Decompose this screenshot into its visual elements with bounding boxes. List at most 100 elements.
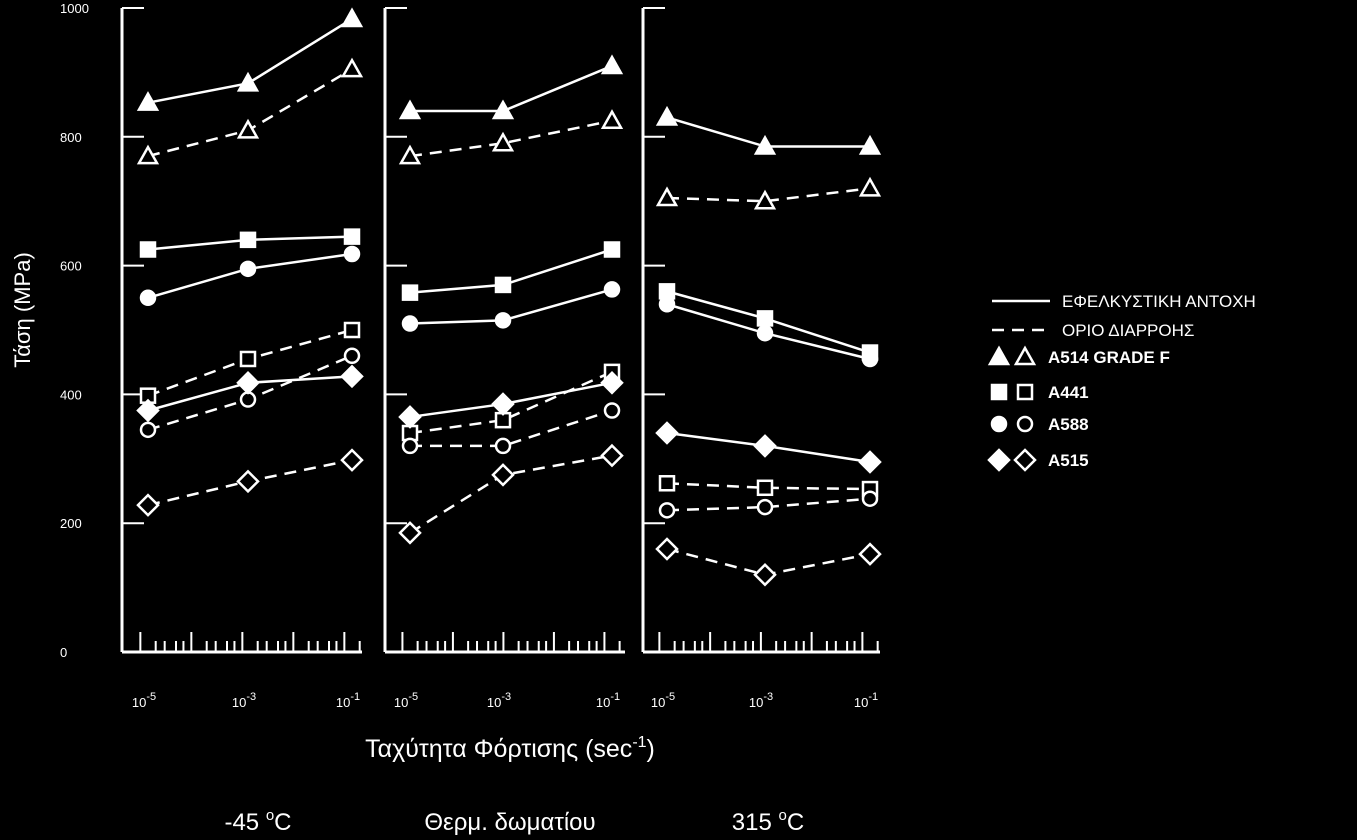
y-tick-label: 200 bbox=[60, 516, 82, 531]
legend-marker-filled bbox=[987, 345, 1011, 366]
y-axis-title: Τάση (MPa) bbox=[10, 252, 35, 368]
data-point bbox=[600, 371, 624, 395]
data-point bbox=[139, 241, 157, 258]
legend-marker-filled bbox=[990, 383, 1008, 401]
x-tick-label: 10-3 bbox=[749, 691, 773, 710]
series-a441-yield bbox=[658, 475, 879, 498]
data-point bbox=[600, 54, 624, 75]
data-point bbox=[753, 562, 777, 587]
legend-marker-filled bbox=[987, 448, 1011, 472]
data-point bbox=[861, 490, 879, 507]
panel-title: -45 oC bbox=[224, 807, 291, 836]
x-tick-label: 10-5 bbox=[394, 691, 418, 710]
data-point bbox=[139, 289, 157, 307]
series-a514-grade-f-yield bbox=[398, 109, 624, 165]
data-point bbox=[236, 118, 260, 139]
data-point bbox=[239, 391, 257, 408]
panel-1: 10-5 10-3 10-1 bbox=[120, 7, 364, 710]
y-tick-label: 600 bbox=[60, 259, 82, 274]
series-line bbox=[666, 482, 871, 491]
series-a515-tensile bbox=[655, 421, 882, 474]
data-point bbox=[398, 99, 422, 120]
chart-panels: 10-5 10-3 10-1 10-5 10-3 10-1 10-5 10-3 10-1 bbox=[120, 7, 882, 710]
data-point bbox=[491, 99, 515, 120]
series-a588-yield bbox=[139, 347, 361, 439]
legend-marker-open bbox=[1013, 448, 1037, 472]
data-point bbox=[858, 176, 882, 197]
data-point bbox=[858, 542, 882, 566]
legend-material-label: A514 GRADE F bbox=[1048, 348, 1170, 367]
series-a515-yield bbox=[655, 537, 882, 587]
series-a588-tensile bbox=[401, 281, 621, 332]
data-point bbox=[236, 71, 260, 92]
legend-item-a514-grade-f: A514 GRADE F bbox=[987, 345, 1170, 367]
data-point bbox=[139, 421, 157, 439]
x-axis-title: Ταχύτητα Φόρτισης (sec-1) bbox=[365, 734, 655, 763]
data-point bbox=[136, 493, 160, 517]
series-a515-tensile bbox=[398, 371, 624, 429]
data-point bbox=[756, 324, 774, 342]
legend-item-a588: A588 bbox=[990, 415, 1089, 434]
y-tick-label: 800 bbox=[60, 130, 82, 145]
panel-3: 10-5 10-3 10-1 bbox=[641, 7, 882, 710]
data-point bbox=[603, 281, 621, 298]
series-line bbox=[409, 454, 613, 534]
legend-material-label: A588 bbox=[1048, 415, 1089, 434]
legend-marker-open bbox=[1013, 345, 1037, 366]
data-point bbox=[494, 276, 512, 294]
x-tick-label: 10-3 bbox=[232, 691, 256, 710]
series-a588-yield bbox=[401, 402, 621, 455]
legend-marker-filled bbox=[990, 415, 1008, 433]
x-tick-label: 10-5 bbox=[132, 691, 156, 710]
series-line bbox=[409, 119, 613, 158]
series-a514-grade-f-tensile bbox=[136, 7, 364, 111]
data-point bbox=[658, 475, 676, 492]
data-point bbox=[655, 105, 679, 126]
data-point bbox=[401, 284, 419, 301]
data-point bbox=[398, 521, 422, 545]
data-point bbox=[600, 109, 624, 129]
panel-titles: -45 oC Θερμ. δωματίου 315 oC bbox=[224, 807, 804, 836]
data-point bbox=[603, 402, 621, 419]
legend-marker-open bbox=[1016, 383, 1034, 401]
data-point bbox=[756, 310, 774, 327]
legend-item-a441: A441 bbox=[990, 383, 1089, 402]
data-point bbox=[756, 479, 774, 497]
data-point bbox=[239, 231, 257, 249]
data-point bbox=[858, 450, 882, 474]
series-a441-tensile bbox=[401, 241, 621, 301]
series-a441-tensile bbox=[139, 228, 361, 258]
data-point bbox=[340, 7, 364, 28]
series-line bbox=[666, 497, 871, 512]
data-point bbox=[236, 371, 260, 395]
data-point bbox=[491, 131, 515, 152]
data-point bbox=[343, 228, 361, 245]
data-point bbox=[136, 91, 160, 111]
data-point bbox=[753, 434, 777, 458]
y-tick-label: 0 bbox=[60, 645, 67, 660]
series-line bbox=[409, 381, 613, 419]
data-point bbox=[239, 260, 257, 278]
legend-item-a515: A515 bbox=[987, 448, 1089, 472]
y-tick-label: 1000 bbox=[60, 1, 89, 16]
series-a588-tensile bbox=[139, 245, 361, 307]
data-point bbox=[401, 437, 419, 455]
data-point bbox=[491, 392, 515, 416]
data-point bbox=[494, 437, 512, 455]
x-tick-label: 10-5 bbox=[651, 691, 675, 710]
data-point bbox=[136, 144, 160, 165]
data-point bbox=[861, 350, 879, 368]
data-point bbox=[491, 463, 515, 487]
panel-title: Θερμ. δωματίου bbox=[424, 809, 595, 836]
panel-title: 315 oC bbox=[732, 807, 804, 836]
series-a515-yield bbox=[136, 448, 364, 517]
data-point bbox=[655, 537, 679, 561]
data-point bbox=[343, 347, 361, 365]
data-point bbox=[398, 144, 422, 165]
data-point bbox=[340, 57, 364, 78]
data-point bbox=[655, 186, 679, 207]
series-a514-grade-f-yield bbox=[655, 176, 882, 210]
x-tick-label: 10-1 bbox=[854, 691, 878, 710]
data-point bbox=[340, 364, 364, 389]
data-point bbox=[401, 315, 419, 332]
